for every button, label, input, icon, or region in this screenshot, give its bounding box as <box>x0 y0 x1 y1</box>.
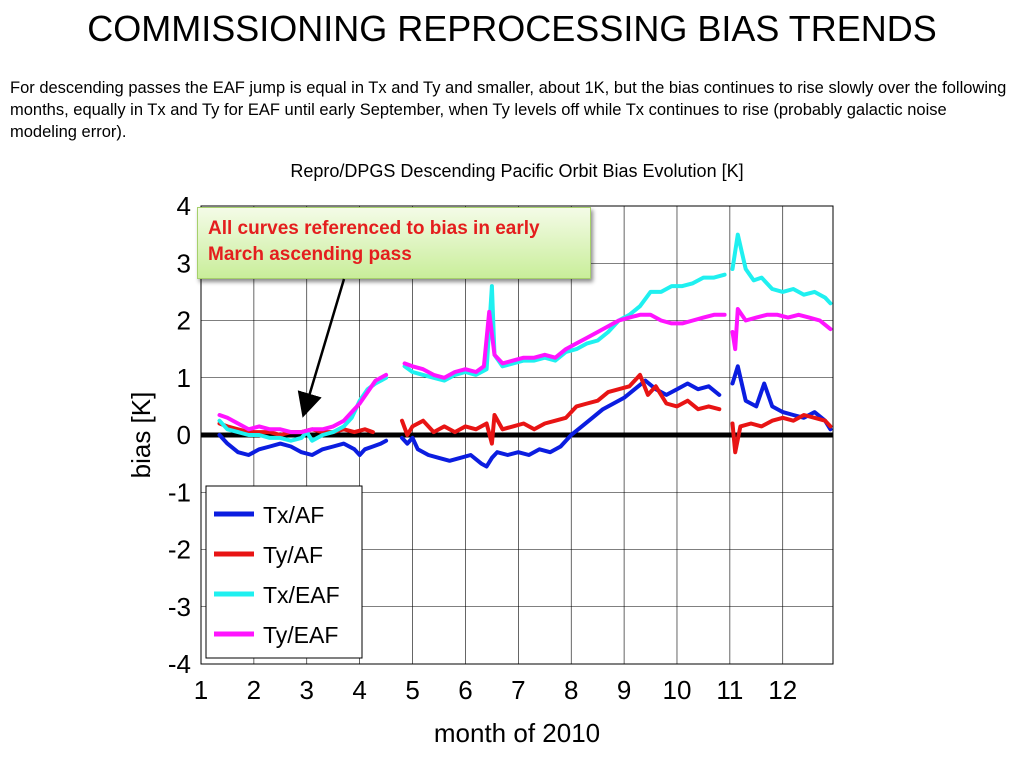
y-tick-label: 0 <box>177 420 191 450</box>
x-tick-label: 10 <box>663 675 692 705</box>
x-tick-label: 12 <box>768 675 797 705</box>
y-tick-label: -1 <box>168 477 191 507</box>
x-tick-label: 11 <box>716 675 743 705</box>
y-tick-label: -4 <box>168 649 191 679</box>
legend: Tx/AF Ty/AF Tx/EAF Ty/EAF <box>205 485 363 659</box>
series-line-ty-eaf <box>217 372 389 435</box>
x-tick-label: 9 <box>617 675 631 705</box>
y-tick-label: 2 <box>177 306 191 336</box>
series-line-ty-eaf <box>402 309 727 380</box>
y-tick-label: 1 <box>177 363 191 393</box>
series-ty-eaf <box>217 307 833 435</box>
x-tick-label: 8 <box>564 675 578 705</box>
y-tick-label: -3 <box>168 592 191 622</box>
y-tick-label: 4 <box>177 191 191 221</box>
series-line-ty-eaf <box>730 307 833 352</box>
legend-label-ty-eaf: Ty/EAF <box>263 622 338 648</box>
series-line-tx-af <box>217 433 389 457</box>
series-line-tx-eaf <box>402 272 727 383</box>
chart-title: Repro/DPGS Descending Pacific Orbit Bias… <box>290 161 743 181</box>
legend-label-tx-eaf: Tx/EAF <box>263 582 340 608</box>
y-axis-label: bias [K] <box>126 392 156 479</box>
callout-note: All curves referenced to bias in early M… <box>197 207 591 279</box>
y-tick-label: -2 <box>168 535 191 565</box>
x-tick-label: 5 <box>405 675 419 705</box>
series-line-tx-eaf <box>730 232 833 306</box>
legend-label-tx-af: Tx/AF <box>263 502 324 528</box>
slide-title: COMMISSIONING REPROCESSING BIAS TRENDS <box>87 8 937 49</box>
legend-label-ty-af: Ty/AF <box>263 542 323 568</box>
series-line-tx-af <box>730 364 833 432</box>
x-tick-label: 1 <box>194 675 208 705</box>
x-tick-label: 7 <box>511 675 525 705</box>
x-tick-label: 4 <box>352 675 366 705</box>
series-line-ty-af <box>730 413 833 455</box>
series-line-ty-af <box>400 372 722 446</box>
series-layer <box>217 232 833 469</box>
plot-frame <box>200 205 834 665</box>
x-tick-label: 2 <box>247 675 261 705</box>
x-axis-label: month of 2010 <box>434 718 600 748</box>
x-tick-label: 6 <box>458 675 472 705</box>
x-tick-label: 3 <box>300 675 314 705</box>
slide-description: For descending passes the EAF jump is eq… <box>10 79 1007 141</box>
y-tick-label: 3 <box>177 248 191 278</box>
